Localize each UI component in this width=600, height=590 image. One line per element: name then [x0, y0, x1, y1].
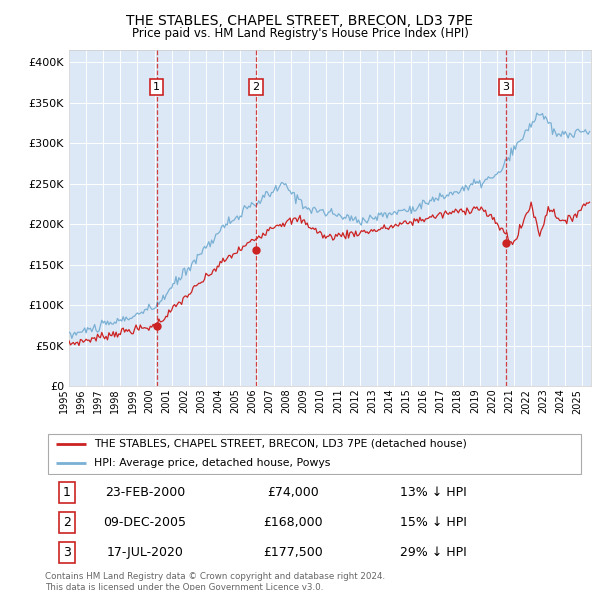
Text: 2: 2: [62, 516, 71, 529]
Text: 2001: 2001: [161, 389, 172, 413]
Text: 23-FEB-2000: 23-FEB-2000: [105, 486, 185, 499]
Text: 1998: 1998: [110, 389, 121, 413]
Text: HPI: Average price, detached house, Powys: HPI: Average price, detached house, Powy…: [94, 458, 330, 468]
Text: 29% ↓ HPI: 29% ↓ HPI: [400, 546, 467, 559]
Text: 09-DEC-2005: 09-DEC-2005: [103, 516, 187, 529]
Text: 2021: 2021: [504, 389, 514, 414]
Text: 2004: 2004: [213, 389, 223, 413]
Text: 2000: 2000: [145, 389, 155, 413]
Text: £168,000: £168,000: [263, 516, 323, 529]
Text: 17-JUL-2020: 17-JUL-2020: [106, 546, 184, 559]
Text: 2009: 2009: [299, 389, 308, 413]
Text: 2007: 2007: [265, 389, 274, 414]
Text: 2024: 2024: [556, 389, 565, 414]
Text: 1997: 1997: [93, 389, 103, 413]
Text: 15% ↓ HPI: 15% ↓ HPI: [400, 516, 467, 529]
Text: 1: 1: [62, 486, 71, 499]
Text: 3: 3: [503, 81, 509, 91]
Text: 2002: 2002: [179, 389, 189, 414]
Text: 2010: 2010: [316, 389, 326, 413]
Text: 2005: 2005: [230, 389, 240, 414]
Text: 2013: 2013: [367, 389, 377, 413]
Text: 2006: 2006: [247, 389, 257, 413]
Text: 1: 1: [153, 81, 160, 91]
Text: 2015: 2015: [401, 389, 411, 414]
Text: 2022: 2022: [521, 389, 531, 414]
Text: 2025: 2025: [572, 389, 583, 414]
Text: £177,500: £177,500: [263, 546, 323, 559]
Text: 13% ↓ HPI: 13% ↓ HPI: [400, 486, 467, 499]
Text: 2012: 2012: [350, 389, 360, 414]
Text: 1996: 1996: [76, 389, 86, 413]
Text: THE STABLES, CHAPEL STREET, BRECON, LD3 7PE: THE STABLES, CHAPEL STREET, BRECON, LD3 …: [127, 14, 473, 28]
Text: 2016: 2016: [418, 389, 428, 413]
Text: Price paid vs. HM Land Registry's House Price Index (HPI): Price paid vs. HM Land Registry's House …: [131, 27, 469, 40]
Text: 1999: 1999: [127, 389, 137, 413]
Text: Contains HM Land Registry data © Crown copyright and database right 2024.
This d: Contains HM Land Registry data © Crown c…: [45, 572, 385, 590]
Text: 2: 2: [253, 81, 260, 91]
Text: £74,000: £74,000: [268, 486, 319, 499]
Text: 2017: 2017: [436, 389, 446, 414]
Text: 2023: 2023: [538, 389, 548, 414]
Text: 2003: 2003: [196, 389, 206, 413]
Text: 2018: 2018: [452, 389, 463, 413]
Text: 3: 3: [62, 546, 71, 559]
Text: 2011: 2011: [333, 389, 343, 413]
Text: 2020: 2020: [487, 389, 497, 414]
Text: 1995: 1995: [59, 389, 69, 413]
Text: 2019: 2019: [470, 389, 480, 413]
Text: 2008: 2008: [281, 389, 292, 413]
Text: THE STABLES, CHAPEL STREET, BRECON, LD3 7PE (detached house): THE STABLES, CHAPEL STREET, BRECON, LD3 …: [94, 439, 466, 449]
Text: 2014: 2014: [384, 389, 394, 413]
